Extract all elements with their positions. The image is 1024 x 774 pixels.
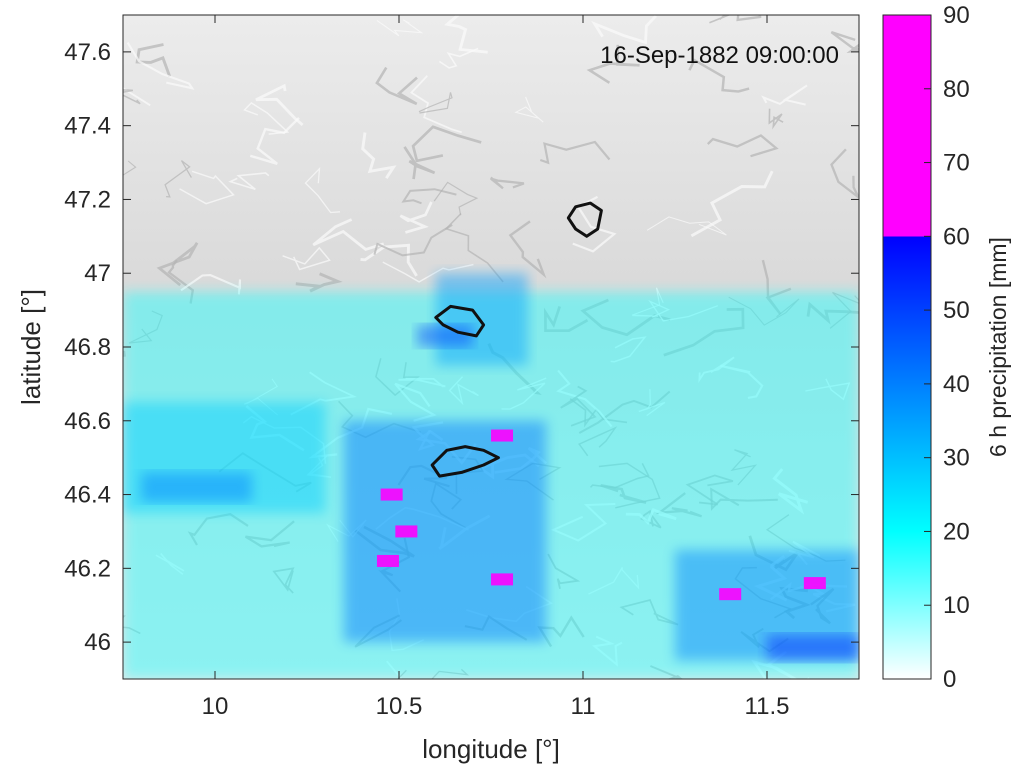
terrain-ridge xyxy=(282,246,331,271)
x-axis-label: longitude [°] xyxy=(422,734,560,764)
terrain-ridge xyxy=(736,15,762,22)
terrain-ridge xyxy=(433,181,479,216)
terrain-ridge xyxy=(373,224,453,257)
terrain-ridge xyxy=(403,146,436,180)
precip-peak xyxy=(491,573,514,586)
precip-peak xyxy=(376,554,399,567)
terrain-ridge xyxy=(830,31,859,53)
y-tick-label: 47.2 xyxy=(64,186,111,213)
terrain-ridge xyxy=(399,201,433,234)
terrain-ridge xyxy=(490,176,525,190)
terrain-ridge xyxy=(243,101,290,135)
terrain-ridge xyxy=(706,134,779,158)
colorbar-tick-label: 50 xyxy=(943,297,970,324)
terrain-ridge xyxy=(375,66,418,106)
terrain-ridge xyxy=(768,108,784,130)
colorbar-tick-label: 80 xyxy=(943,76,970,103)
colorbar-bar xyxy=(882,14,932,680)
terrain-ridge xyxy=(361,132,397,179)
y-tick-label: 46.6 xyxy=(64,408,111,435)
terrain-ridge xyxy=(411,125,482,163)
terrain-ridge xyxy=(123,86,151,107)
colorbar-ticks: 0 10 20 30 40 50 60 70 80 90 xyxy=(924,2,970,693)
terrain-ridge xyxy=(295,272,343,293)
precip-peak xyxy=(491,429,514,442)
terrain-ridge xyxy=(830,148,859,199)
y-tick-label: 46.4 xyxy=(64,482,111,509)
colorbar-tick-label: 30 xyxy=(943,445,970,472)
x-tick-label: 10.5 xyxy=(376,693,423,720)
y-tick-label: 46.8 xyxy=(64,334,111,361)
terrain-ridge xyxy=(123,160,137,176)
colorbar-tick-label: 0 xyxy=(943,666,956,693)
x-tick-label: 10 xyxy=(202,693,229,720)
terrain-ridge xyxy=(508,220,547,279)
terrain-ridge xyxy=(304,166,341,214)
colorbar: 0 10 20 30 40 50 60 70 80 90 6 h precipitation [m… xyxy=(882,2,1011,693)
terrain-ridge xyxy=(444,15,488,54)
terrain-ridge xyxy=(514,96,544,123)
terrain-ridge xyxy=(123,89,141,105)
colorbar-tick-label: 60 xyxy=(943,223,970,250)
precipitation-layer xyxy=(123,273,859,679)
terrain-ridge xyxy=(135,43,172,77)
y-tick-label: 46.2 xyxy=(64,555,111,582)
timestamp-label: 16-Sep-1882 09:00:00 xyxy=(600,42,839,69)
precip-region xyxy=(141,472,252,502)
precip-peak xyxy=(380,488,403,501)
terrain-ridge xyxy=(591,15,657,45)
terrain-ridge xyxy=(126,42,195,90)
catchment-outline xyxy=(434,304,486,338)
catchment-outline xyxy=(430,445,500,478)
precip-region xyxy=(343,420,547,643)
colorbar-tick-label: 90 xyxy=(943,2,970,29)
terrain-ridge xyxy=(164,160,192,198)
y-tick-label: 47.4 xyxy=(64,113,111,140)
map-plot-area xyxy=(123,15,859,679)
y-axis-label: latitude [°] xyxy=(16,289,46,405)
colorbar-tick-label: 10 xyxy=(943,592,970,619)
colorbar-tick-label: 40 xyxy=(943,371,970,398)
terrain-ridge xyxy=(539,140,611,165)
terrain-ridge xyxy=(228,172,270,191)
x-axis: 10 10.5 11 11.5 xyxy=(202,15,790,720)
terrain-ridge xyxy=(410,75,462,134)
colorbar-tick-label: 70 xyxy=(943,150,970,177)
y-axis: 46 46.2 46.4 46.6 46.8 47 47.2 47.4 47.6 xyxy=(64,39,859,656)
terrain-ridge xyxy=(312,218,385,251)
terrain-ridge xyxy=(401,188,457,205)
y-tick-label: 47 xyxy=(84,260,111,287)
precip-region xyxy=(767,634,859,661)
terrain-ridge xyxy=(761,84,808,106)
terrain-ridge xyxy=(180,274,242,295)
colorbar-label: 6 h precipitation [mm] xyxy=(985,237,1011,457)
precip-peak xyxy=(395,525,418,538)
terrain-ridge xyxy=(179,170,235,205)
catchment-outlines xyxy=(430,201,603,478)
terrain-ridge xyxy=(360,243,418,277)
y-tick-label: 46 xyxy=(84,629,111,656)
terrain-ridge xyxy=(688,58,750,93)
precip-region xyxy=(435,273,528,366)
terrain-ridge xyxy=(255,83,304,126)
terrain-ridge xyxy=(418,92,453,114)
terrain-ridge xyxy=(156,242,199,287)
precip-region xyxy=(417,324,473,347)
catchment-outline xyxy=(566,201,603,238)
x-tick-label: 11 xyxy=(571,693,596,720)
colorbar-tick-label: 20 xyxy=(943,518,970,545)
terrain-ridge xyxy=(586,44,640,84)
y-tick-label: 47.6 xyxy=(64,39,111,66)
terrain-ridge xyxy=(438,47,479,69)
x-tick-label: 11.5 xyxy=(745,693,790,720)
terrain-ridge xyxy=(382,261,474,283)
precip-peak xyxy=(719,588,742,601)
terrain-ridge xyxy=(690,170,774,238)
precip-peak xyxy=(803,577,826,590)
terrain-ridge xyxy=(646,216,727,236)
terrain-ridge xyxy=(376,19,424,37)
